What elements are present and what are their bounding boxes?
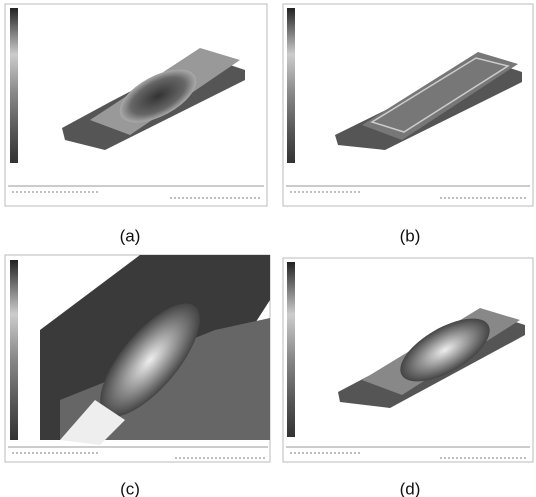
panel-a: (a) — [5, 4, 267, 245]
colorbar — [287, 262, 295, 437]
panel-label: (c) — [120, 479, 140, 497]
panel-label: (d) — [400, 479, 421, 497]
panel-d: (d) — [283, 258, 533, 497]
panel-b: (b) — [283, 4, 533, 245]
colorbar — [10, 260, 18, 440]
panel-label: (a) — [120, 226, 141, 245]
figure: (a) (b) (c) (d) — [0, 0, 536, 497]
colorbar — [287, 8, 295, 163]
panel-label: (b) — [400, 226, 421, 245]
colorbar — [10, 8, 18, 163]
panel-c: (c) — [5, 255, 270, 497]
